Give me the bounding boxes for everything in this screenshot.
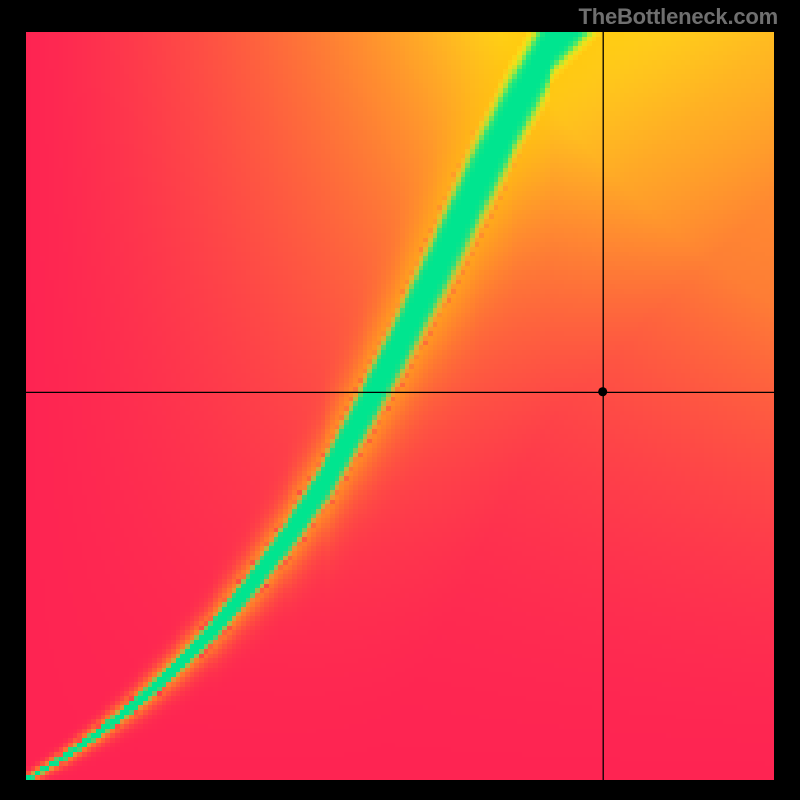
watermark-text: TheBottleneck.com xyxy=(578,4,778,30)
heatmap-canvas xyxy=(26,32,774,780)
chart-wrapper: TheBottleneck.com xyxy=(0,0,800,800)
heatmap-plot xyxy=(26,32,774,780)
